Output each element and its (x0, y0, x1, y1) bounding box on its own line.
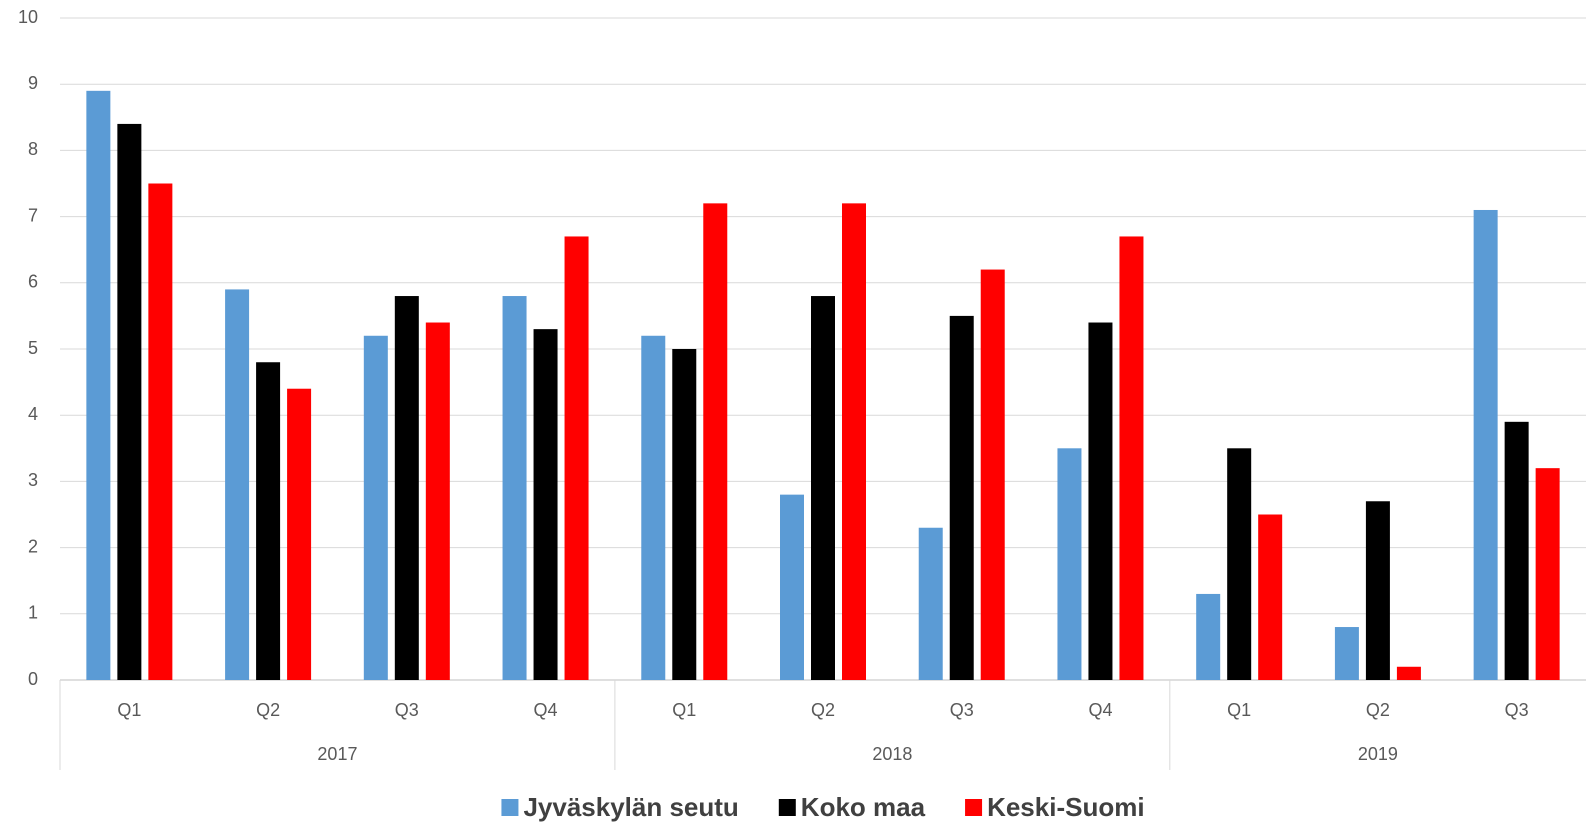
bar (918, 527, 943, 680)
x-tick-label: Q2 (811, 700, 835, 720)
bar (86, 90, 111, 680)
legend-swatch (965, 799, 983, 816)
legend-label: Jyväskylän seutu (523, 792, 738, 822)
x-tick-label: Q3 (395, 700, 419, 720)
bar (1365, 501, 1390, 680)
bar (811, 296, 835, 680)
bar (1334, 627, 1359, 680)
x-tick-label: Q3 (950, 700, 974, 720)
bar (842, 203, 866, 681)
y-tick-label: 9 (28, 73, 38, 93)
group-label: 2018 (872, 744, 912, 764)
x-tick-label: Q1 (1227, 700, 1251, 720)
bar (1504, 421, 1529, 680)
bar (641, 335, 666, 680)
legend-swatch (778, 799, 796, 816)
bar (1535, 468, 1560, 680)
bar (949, 315, 974, 680)
bar (980, 269, 1005, 680)
bar (1227, 448, 1252, 680)
bar (1396, 666, 1421, 680)
bar (287, 388, 312, 680)
bar (1088, 322, 1113, 680)
group-label: 2017 (317, 744, 357, 764)
bar (502, 296, 527, 680)
bar (256, 362, 281, 680)
y-tick-label: 2 (28, 536, 38, 556)
y-tick-label: 3 (28, 470, 38, 490)
x-tick-label: Q1 (672, 700, 696, 720)
y-tick-label: 5 (28, 338, 38, 358)
bar (1196, 593, 1221, 680)
bar (703, 203, 728, 681)
x-tick-label: Q4 (1088, 700, 1112, 720)
y-tick-label: 1 (28, 603, 38, 623)
x-tick-label: Q3 (1505, 700, 1529, 720)
bar (225, 289, 250, 680)
y-tick-label: 0 (28, 669, 38, 689)
bar (425, 322, 450, 680)
bar (533, 329, 558, 680)
bar (117, 123, 142, 681)
bar (394, 296, 419, 680)
bar (1258, 514, 1283, 680)
bar (363, 335, 388, 680)
legend-swatch (501, 799, 519, 816)
y-tick-label: 4 (28, 404, 38, 424)
x-tick-label: Q4 (534, 700, 558, 720)
group-label: 2019 (1358, 744, 1398, 764)
y-tick-label: 7 (28, 205, 38, 225)
legend-label: Koko maa (801, 792, 926, 822)
bar (148, 183, 173, 680)
bar (1057, 448, 1082, 680)
y-tick-label: 8 (28, 139, 38, 159)
x-tick-label: Q2 (256, 700, 280, 720)
x-tick-label: Q1 (117, 700, 141, 720)
x-tick-label: Q2 (1366, 700, 1390, 720)
bar (780, 494, 804, 680)
bar (1473, 209, 1498, 681)
bar (564, 236, 589, 680)
y-tick-label: 6 (28, 272, 38, 292)
bar (672, 349, 697, 680)
legend-label: Keski-Suomi (987, 792, 1145, 822)
y-tick-label: 10 (18, 7, 38, 27)
bar (1119, 236, 1144, 680)
